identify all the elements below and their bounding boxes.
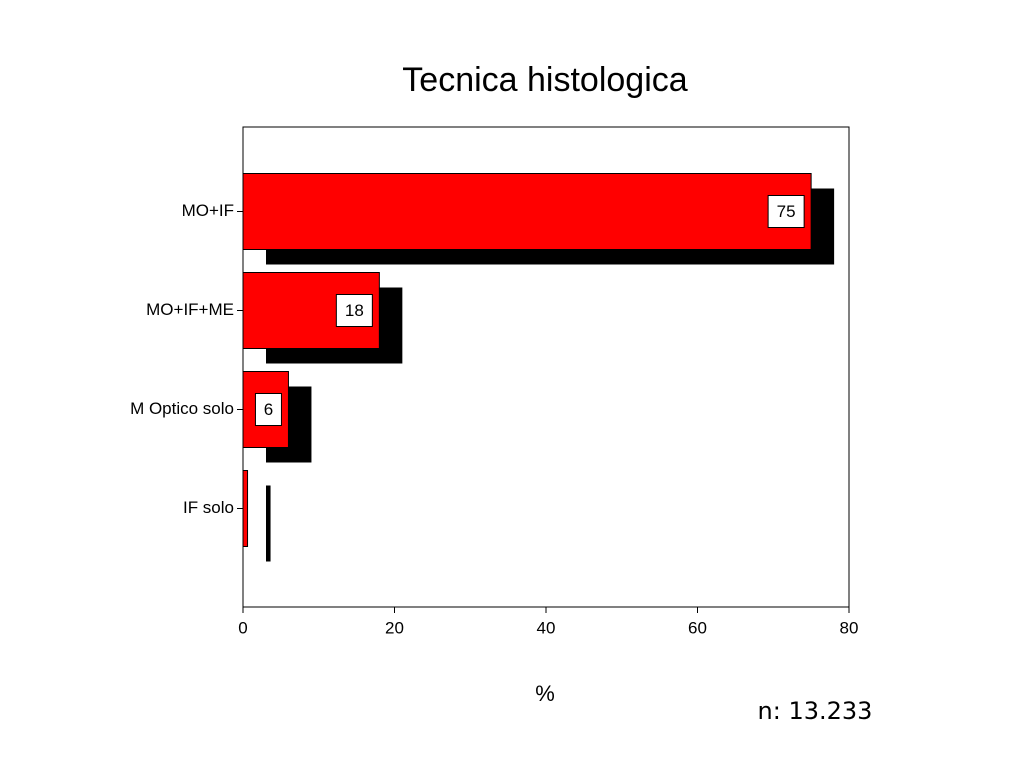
x-tick-label: 60 — [688, 618, 707, 637]
bar — [242, 173, 812, 250]
y-tick-label: IF solo — [183, 498, 234, 517]
y-tick-label: MO+IF — [182, 201, 234, 220]
y-tick-label: M Optico solo — [130, 399, 234, 418]
value-label-box — [767, 195, 805, 228]
y-tick-label: MO+IF+ME — [146, 300, 234, 319]
x-tick-label: 20 — [385, 618, 404, 637]
value-label-box — [254, 393, 282, 426]
value-label: 75 — [777, 202, 796, 221]
x-tick-label: 80 — [840, 618, 859, 637]
bar — [242, 470, 249, 547]
annotation: n: 13.233 — [758, 697, 873, 725]
value-label: 18 — [345, 301, 364, 320]
x-axis-label: % — [535, 681, 555, 706]
value-label-box — [335, 294, 373, 327]
x-tick-label: 40 — [537, 618, 556, 637]
bar-shadow — [266, 485, 271, 562]
value-label: 6 — [264, 400, 273, 419]
x-tick-label: 0 — [238, 618, 247, 637]
chart-title: Tecnica histologica — [402, 61, 687, 99]
